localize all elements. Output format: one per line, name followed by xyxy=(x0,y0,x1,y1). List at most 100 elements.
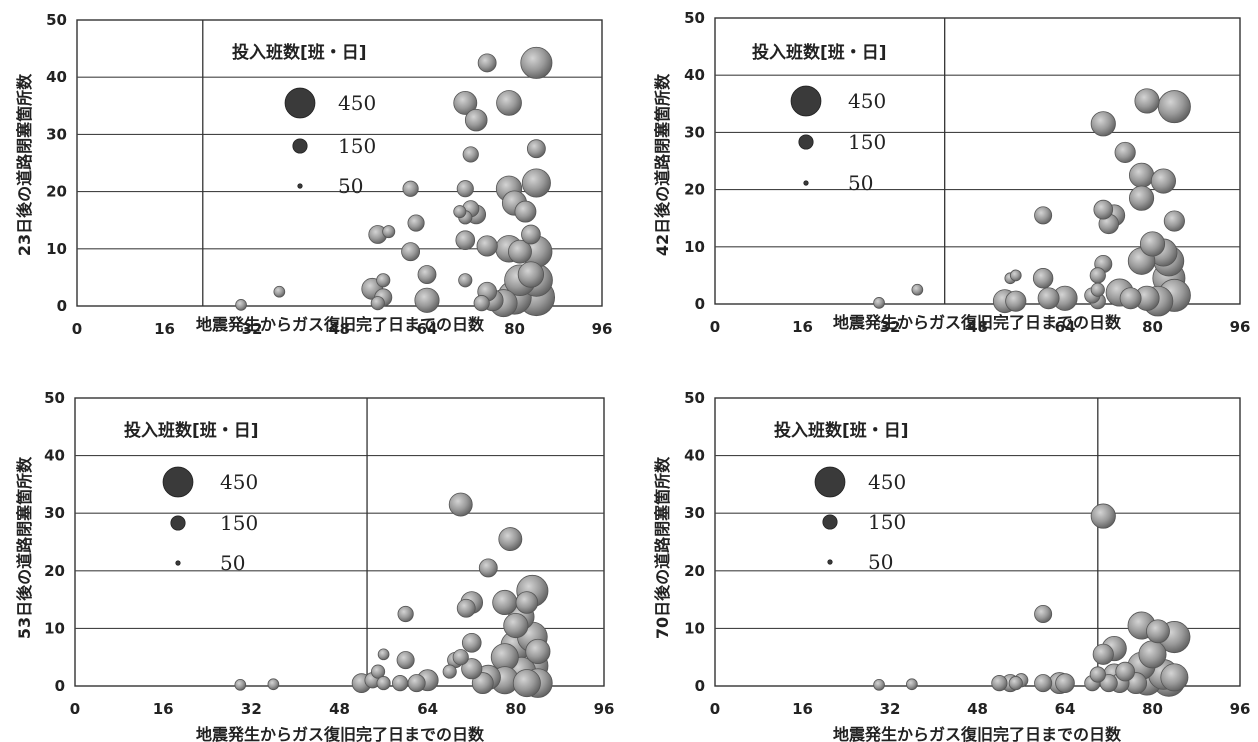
legend-title: 投入班数[班・日] xyxy=(124,420,259,441)
legend-label: 50 xyxy=(220,551,245,575)
data-bubble xyxy=(461,632,482,653)
x-tick-label: 80 xyxy=(505,700,526,718)
data-bubble xyxy=(464,108,488,132)
data-bubble xyxy=(1089,267,1106,284)
data-bubble xyxy=(1146,619,1170,644)
legend-label: 150 xyxy=(338,134,376,158)
data-bubble xyxy=(1092,643,1114,665)
legend-bubble xyxy=(827,559,833,565)
data-bubble xyxy=(453,91,478,115)
data-bubble xyxy=(371,664,386,679)
data-bubble xyxy=(1163,210,1185,232)
y-tick-label: 50 xyxy=(46,11,67,29)
y-tick-label: 20 xyxy=(684,181,705,199)
data-bubble xyxy=(1034,674,1053,693)
x-tick-label: 48 xyxy=(967,318,988,336)
y-tick-label: 0 xyxy=(695,677,705,695)
y-axis-title: 23日後の道路閉塞箇所数 xyxy=(15,73,34,256)
x-tick-label: 96 xyxy=(1230,318,1251,336)
y-tick-label: 40 xyxy=(684,447,705,465)
data-bubble xyxy=(521,168,551,198)
data-bubble xyxy=(521,224,541,245)
legend-label: 50 xyxy=(338,174,363,198)
chart-panel-4: 0 10 20 30 40 50 0 16 32 48 64 80 96 地震発生からガス復旧完了日までの… xyxy=(653,389,1250,742)
legend-bubble xyxy=(170,515,186,531)
y-tick-label: 10 xyxy=(684,238,705,256)
x-tick-label: 48 xyxy=(967,700,988,718)
data-bubble xyxy=(1129,185,1155,211)
data-bubble xyxy=(414,287,440,313)
data-bubble xyxy=(377,648,390,661)
data-bubble xyxy=(448,492,473,517)
y-tick-label: 20 xyxy=(46,183,67,201)
y-axis-title: 70日後の道路閉塞箇所数 xyxy=(653,456,672,639)
data-bubble xyxy=(520,46,553,79)
legend-label: 150 xyxy=(220,511,258,535)
y-tick-label: 10 xyxy=(684,619,705,637)
x-tick-label: 48 xyxy=(329,320,350,338)
data-bubble xyxy=(512,669,541,698)
y-tick-label: 40 xyxy=(46,68,67,86)
data-bubble xyxy=(267,678,280,691)
y-tick-label: 40 xyxy=(44,447,65,465)
x-tick-label: 32 xyxy=(880,700,901,718)
data-bubble xyxy=(376,273,391,288)
legend-label: 450 xyxy=(848,89,886,113)
x-axis-title: 地震発生からガス復旧完了日までの日数 xyxy=(833,725,1122,742)
x-tick-label: 96 xyxy=(592,320,613,338)
chart-panel-1: 0 10 20 30 40 50 0 16 32 48 64 80 96 地震発生からガス復旧完了日までの… xyxy=(15,11,612,338)
data-bubble xyxy=(508,239,532,264)
data-bubble xyxy=(1009,269,1022,282)
data-bubble xyxy=(1157,90,1191,124)
x-tick-label: 32 xyxy=(880,318,901,336)
x-tick-label: 64 xyxy=(417,320,438,338)
data-bubble xyxy=(526,139,546,159)
legend-label: 50 xyxy=(868,550,893,574)
legend-bubble xyxy=(798,134,814,150)
data-bubble xyxy=(1034,605,1053,624)
data-bubble xyxy=(1119,287,1142,310)
legend-label: 150 xyxy=(848,130,886,154)
y-tick-label: 30 xyxy=(44,504,65,522)
x-tick-label: 16 xyxy=(792,700,813,718)
data-bubble xyxy=(1139,231,1166,257)
x-tick-label: 80 xyxy=(504,320,525,338)
x-tick-label: 64 xyxy=(1055,700,1076,718)
chart-panel-2: 0 10 20 30 40 50 0 16 32 48 64 80 96 地震発生からガス復旧完了日までの… xyxy=(653,9,1250,336)
data-bubble xyxy=(906,678,918,691)
x-tick-label: 32 xyxy=(242,320,263,338)
y-tick-label: 0 xyxy=(55,677,65,695)
y-tick-label: 30 xyxy=(46,125,67,143)
y-tick-label: 20 xyxy=(44,562,65,580)
data-bubble xyxy=(496,90,522,116)
x-tick-label: 48 xyxy=(329,700,350,718)
data-bubble xyxy=(1093,199,1114,220)
data-bubble xyxy=(1134,88,1160,114)
x-tick-label: 64 xyxy=(417,700,438,718)
x-tick-label: 64 xyxy=(1055,318,1076,336)
data-bubble xyxy=(1160,663,1189,692)
legend-title: 投入班数[班・日] xyxy=(752,42,887,63)
data-bubble xyxy=(461,658,483,680)
legend-bubble xyxy=(814,466,846,498)
x-tick-label: 16 xyxy=(792,318,813,336)
data-bubble xyxy=(1115,661,1135,682)
legend-label: 150 xyxy=(868,510,906,534)
data-bubble xyxy=(476,235,498,257)
x-tick-label: 0 xyxy=(72,320,82,338)
legend-label: 450 xyxy=(220,470,258,494)
y-tick-label: 40 xyxy=(684,66,705,84)
x-tick-label: 16 xyxy=(153,700,174,718)
data-bubble xyxy=(525,638,551,665)
data-bubble xyxy=(473,295,490,312)
y-tick-label: 30 xyxy=(684,504,705,522)
data-bubble xyxy=(1138,640,1167,669)
data-bubble xyxy=(402,180,419,197)
y-tick-label: 10 xyxy=(46,240,67,258)
data-bubble xyxy=(455,230,476,251)
data-bubble xyxy=(235,299,247,311)
data-bubble xyxy=(873,679,885,691)
x-axis-title: 地震発生からガス復旧完了日までの日数 xyxy=(196,725,485,742)
data-bubble xyxy=(370,296,385,311)
x-tick-label: 32 xyxy=(241,700,262,718)
